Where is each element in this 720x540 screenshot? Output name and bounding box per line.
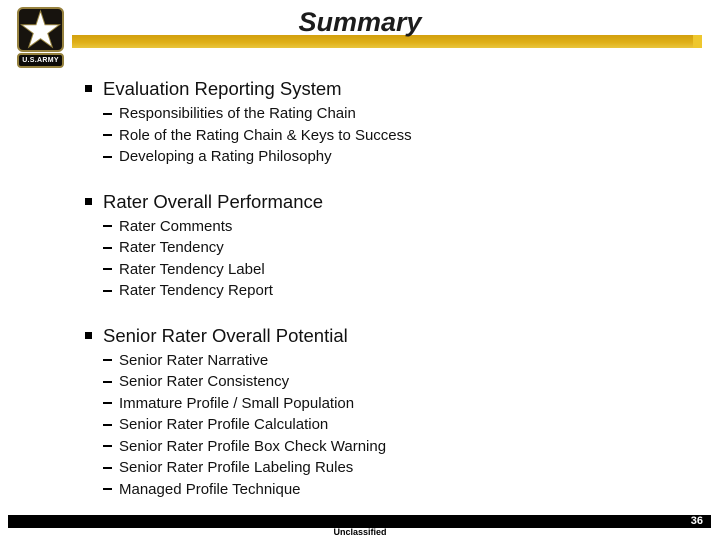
list-item-label: Managed Profile Technique [119,480,301,498]
header-gold-bar [72,35,702,48]
list-item-label: Immature Profile / Small Population [119,394,355,412]
list-item-label: Responsibilities of the Rating Chain [119,105,356,122]
dash-bullet-icon [103,289,112,292]
list-item-label: Developing a Rating Philosophy [119,148,332,165]
section-heading-label: Rater Overall Performance [103,190,324,212]
list-item-label: Senior Rater Profile Calculation [119,416,329,433]
section-heading: Senior Rater Overall Potential [85,324,665,347]
dash-bullet-icon [103,134,112,136]
dash-bullet-icon [103,155,112,158]
dash-bullet-icon [103,402,112,404]
list-item: Rater Tendency Label [85,259,665,281]
list-item-label: Senior Rater Profile Box Check Warning [119,437,387,455]
list-item-label: Rater Tendency Report [119,282,273,299]
dash-bullet-icon [103,488,112,490]
list-item: Role of the Rating Chain & Keys to Succe… [85,125,665,147]
dash-bullet-icon [103,112,112,115]
list-item: Senior Rater Narrative [85,350,665,372]
dash-bullet-icon [103,380,112,383]
list-item: Senior Rater Profile Box Check Warning [85,436,665,458]
page-title: Summary [298,7,422,37]
classification-marking: Unclassified [333,527,387,537]
section-evaluation-reporting-system: Evaluation Reporting System Responsibili… [85,77,665,168]
section-items: Senior Rater Narrative Senior Rater Cons… [85,350,665,501]
dash-bullet-icon [103,246,112,249]
dash-bullet-icon [103,359,112,361]
list-item-label: Rater Tendency [119,239,224,256]
section-items: Rater Comments Rater Tendency Rater Tend… [85,216,665,302]
slide-body: Evaluation Reporting System Responsibili… [85,77,665,500]
list-item: Senior Rater Profile Labeling Rules [85,457,665,479]
list-item-label: Senior Rater Narrative [119,351,269,369]
list-item-label: Rater Tendency Label [119,260,265,278]
dash-bullet-icon [103,466,112,469]
us-army-logo-label: U.S.ARMY [17,53,64,68]
list-item-label: Senior Rater Consistency [119,373,290,390]
list-item-label: Senior Rater Profile Labeling Rules [119,459,354,476]
section-heading-label: Evaluation Reporting System [103,78,342,99]
dash-bullet-icon [103,423,112,426]
list-item: Responsibilities of the Rating Chain [85,103,665,125]
list-item: Senior Rater Consistency [85,371,665,393]
list-item: Rater Tendency [85,237,665,259]
us-army-star-icon [17,7,64,52]
square-bullet-icon [85,197,92,205]
section-heading: Rater Overall Performance [85,190,665,213]
section-heading-label: Senior Rater Overall Potential [103,324,348,346]
section-items: Responsibilities of the Rating Chain Rol… [85,103,665,168]
list-item: Senior Rater Profile Calculation [85,414,665,436]
us-army-logo [17,7,64,52]
list-item: Immature Profile / Small Population [85,393,665,415]
square-bullet-icon [85,331,92,339]
section-heading: Evaluation Reporting System [85,77,665,100]
list-item-label: Role of the Rating Chain & Keys to Succe… [119,126,412,144]
dash-bullet-icon [103,268,112,270]
section-senior-rater-overall-potential: Senior Rater Overall Potential Senior Ra… [85,324,665,501]
section-rater-overall-performance: Rater Overall Performance Rater Comments… [85,190,665,302]
dash-bullet-icon [103,225,112,227]
list-item: Developing a Rating Philosophy [85,146,665,168]
dash-bullet-icon [103,445,112,447]
list-item: Rater Tendency Report [85,280,665,302]
list-item: Managed Profile Technique [85,479,665,501]
square-bullet-icon [85,85,92,92]
page-number: 36 [690,515,703,527]
footer-bar: 36 [8,515,711,528]
list-item: Rater Comments [85,216,665,238]
list-item-label: Rater Comments [119,217,233,235]
